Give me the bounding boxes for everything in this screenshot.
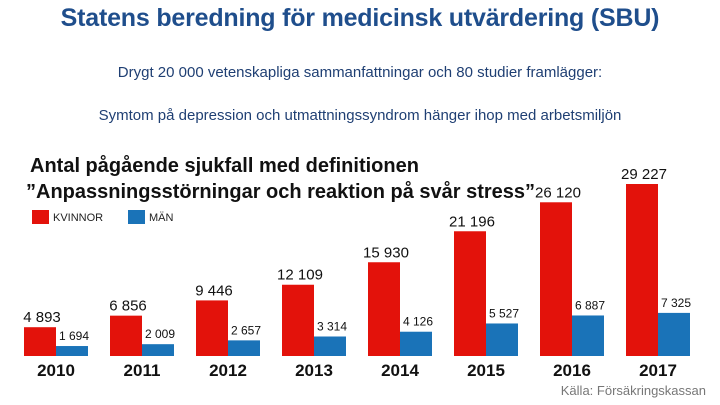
- value-label-men-2013: 3 314: [317, 319, 347, 333]
- bar-men-2015: [486, 323, 518, 356]
- year-label-2010: 2010: [37, 361, 75, 380]
- bar-women-2011: [110, 315, 142, 356]
- legend-label-women: KVINNOR: [53, 212, 103, 224]
- bar-men-2014: [400, 331, 432, 356]
- bar-women-2016: [540, 202, 572, 356]
- bar-women-2012: [196, 300, 228, 356]
- bars-group: 4 893 1 694 2010 6 856 2 009 2011 9 446 2 657 20…: [23, 166, 691, 380]
- year-label-2011: 2011: [124, 361, 161, 380]
- year-label-2012: 2012: [209, 361, 247, 380]
- chart-source: Källa: Försäkringskassan: [561, 383, 706, 398]
- bar-men-2012: [228, 340, 260, 356]
- value-label-men-2015: 5 527: [489, 306, 519, 320]
- year-label-2013: 2013: [295, 361, 333, 380]
- legend-swatch-men: [128, 210, 145, 224]
- year-label-2016: 2016: [553, 361, 591, 380]
- value-label-women-2010: 4 893: [23, 309, 61, 326]
- subtitle-studies: Drygt 20 000 vetenskapliga sammanfattnin…: [117, 64, 603, 81]
- bar-women-2017: [626, 184, 658, 356]
- legend-swatch-women: [32, 210, 49, 224]
- bar-men-2016: [572, 315, 604, 356]
- bar-women-2015: [454, 231, 486, 356]
- value-label-men-2016: 6 887: [575, 298, 605, 312]
- value-label-men-2012: 2 657: [231, 323, 261, 337]
- value-label-men-2017: 7 325: [661, 296, 691, 310]
- year-label-2017: 2017: [639, 361, 677, 380]
- year-label-2015: 2015: [467, 361, 505, 380]
- value-label-men-2011: 2 009: [145, 327, 175, 341]
- chart-title-line-1: Antal pågående sjukfall med definitionen: [30, 154, 419, 177]
- bar-men-2010: [56, 346, 88, 356]
- bar-women-2013: [282, 284, 314, 356]
- bar-women-2010: [24, 327, 56, 356]
- chart-title-line-2: ”Anpassningsstörningar och reaktion på s…: [26, 180, 535, 203]
- bar-women-2014: [368, 262, 400, 356]
- value-label-women-2012: 9 446: [195, 282, 233, 299]
- bar-men-2011: [142, 344, 174, 356]
- subtitle-conclusion: Symtom på depression och utmattningssynd…: [98, 107, 622, 124]
- value-label-women-2014: 15 930: [363, 244, 409, 261]
- year-label-2014: 2014: [381, 361, 419, 380]
- bar-men-2017: [658, 312, 690, 356]
- value-label-men-2014: 4 126: [403, 315, 433, 329]
- value-label-women-2013: 12 109: [277, 267, 323, 284]
- value-label-women-2016: 26 120: [535, 184, 581, 201]
- bar-men-2013: [314, 336, 346, 356]
- value-label-men-2010: 1 694: [59, 329, 89, 343]
- value-label-women-2011: 6 856: [109, 298, 147, 315]
- value-label-women-2015: 21 196: [449, 213, 495, 230]
- value-label-women-2017: 29 227: [621, 166, 667, 183]
- page-title: Statens beredning för medicinsk utvärder…: [60, 4, 660, 32]
- legend-label-men: MÄN: [149, 212, 174, 224]
